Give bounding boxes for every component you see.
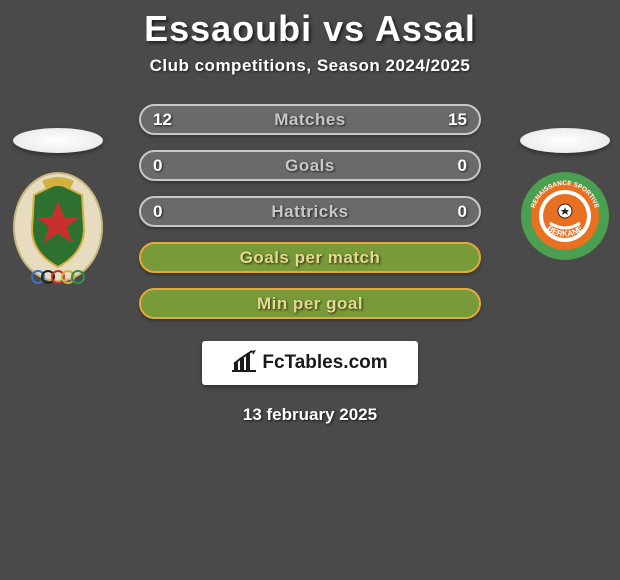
stat-value-left: 0 xyxy=(153,156,162,176)
brand-badge[interactable]: FcTables.com xyxy=(202,341,418,385)
comparison-card: Essaoubi vs Assal Club competitions, Sea… xyxy=(0,0,620,425)
stat-value-right: 15 xyxy=(448,110,467,130)
page-title: Essaoubi vs Assal xyxy=(144,8,476,50)
stat-label: Goals xyxy=(285,156,335,176)
page-subtitle: Club competitions, Season 2024/2025 xyxy=(150,56,471,76)
stat-row: Goals per match xyxy=(139,242,481,273)
stat-row: Min per goal xyxy=(139,288,481,319)
stat-label: Min per goal xyxy=(257,294,363,314)
stat-label: Hattricks xyxy=(271,202,348,222)
stats-list: 12 Matches 15 0 Goals 0 0 Hattricks 0 Goals per m… xyxy=(139,104,481,319)
stat-value-left: 0 xyxy=(153,202,162,222)
brand-text: FcTables.com xyxy=(262,352,387,374)
stat-value-left: 12 xyxy=(153,110,172,130)
stat-value-right: 0 xyxy=(458,202,467,222)
date-label: 13 february 2025 xyxy=(243,405,377,425)
stat-value-right: 0 xyxy=(458,156,467,176)
stat-label: Goals per match xyxy=(240,248,381,268)
stat-row: 12 Matches 15 xyxy=(139,104,481,135)
chart-icon xyxy=(232,350,256,377)
stat-label: Matches xyxy=(274,110,346,130)
stat-row: 0 Hattricks 0 xyxy=(139,196,481,227)
stat-row: 0 Goals 0 xyxy=(139,150,481,181)
